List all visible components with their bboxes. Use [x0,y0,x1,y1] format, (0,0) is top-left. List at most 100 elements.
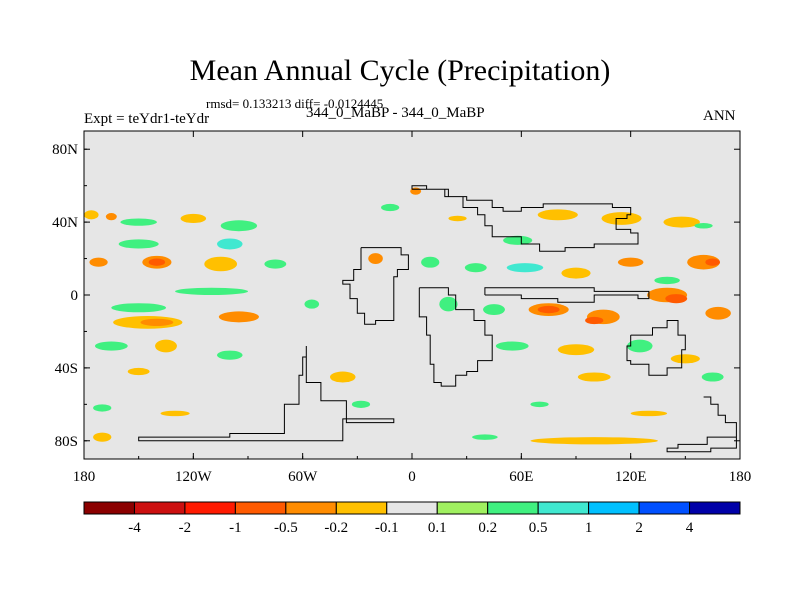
coastline [484,287,650,303]
colorbar-swatch [689,501,741,515]
anomaly-patch [180,213,207,224]
anomaly-patch [217,238,243,250]
anomaly-patch [89,257,108,267]
x-tick-label: 180 [729,469,752,485]
colorbar-swatch [588,501,640,515]
season-label: ANN [703,108,736,124]
anomaly-patch [472,434,498,440]
colorbar-label: 0.5 [529,520,548,536]
anomaly-patch [368,253,383,265]
anomaly-patch [577,372,611,382]
coastline [138,346,395,442]
colorbar-swatch [184,501,236,515]
colorbar-label: 0.1 [428,520,447,536]
colorbar-label: -2 [179,520,192,536]
coastline [342,247,409,325]
anomaly-patch [561,267,591,279]
colorbar-label: 1 [585,520,593,536]
anomaly-patch [118,239,159,249]
colorbar-label: -1 [229,520,242,536]
anomaly-patch [204,256,238,272]
anomaly-patch [448,215,467,222]
colorbar-swatch [335,501,388,515]
anomaly-patch [503,235,533,245]
colorbar-swatch [133,501,186,515]
x-tick-label: 180 [73,469,96,485]
anomaly-patch [330,371,356,383]
anomaly-patch [93,432,112,442]
anomaly-patch [220,220,258,232]
coastline [418,287,493,387]
colorbar-label: -0.1 [375,520,399,536]
anomaly-patch [105,213,117,221]
anomaly-patch [585,316,604,325]
x-tick-label: 60W [288,469,318,485]
anomaly-patch [160,410,190,417]
anomaly-patch [694,223,713,229]
colorbar-swatch [436,501,489,515]
map-background [84,131,740,459]
anomaly-patch [93,404,112,412]
anomaly-patch [705,258,720,266]
anomaly-patch [670,354,700,364]
anomaly-patch [264,259,287,269]
anomaly-patch [218,311,259,323]
chart-title: Mean Annual Cycle (Precipitation) [189,54,611,87]
colorbar-swatch [638,501,691,515]
x-tick-label: 60E [509,469,533,485]
anomaly-patch [537,209,578,221]
anomaly-patch [665,294,688,304]
axis-ticks: 180 120W 60W 0 60E 120E 180 80N 40N 0 40S 80S [52,131,751,485]
y-tick-label: 40N [52,215,78,231]
anomaly-patch [155,339,177,353]
anomaly-patch [351,400,371,408]
colorbar-swatch [285,501,337,515]
anomaly-patch [705,306,731,320]
x-tick-label: 120E [615,469,647,485]
colorbar-label: -4 [128,520,141,536]
rmsd-diff-stats: rmsd= 0.133213 diff= -0.0124445 [206,96,384,111]
anomaly-patch [84,210,99,220]
anomaly-patch [464,263,487,273]
anomaly-patch [495,341,529,351]
colorbar-swatch [487,501,539,515]
colorbar-label: -0.2 [324,520,348,536]
colorbar-label: 4 [686,520,694,536]
colorbar-swatch [83,501,135,515]
coastlines [138,185,737,453]
map-plot-area: 180 120W 60W 0 60E 120E 180 80N 40N 0 40S 80S [52,130,751,485]
anomaly-patch [530,437,658,445]
coastline [626,320,686,376]
y-tick-label: 80S [55,434,78,450]
anomaly-patch [94,341,128,351]
y-tick-label: 40S [55,361,78,377]
anomaly-patch [530,401,549,408]
coastline [666,396,737,453]
anomaly-patch [381,203,400,212]
anomaly-patch [148,258,166,266]
anomaly-patch [557,344,595,356]
anomaly-patch [304,299,320,309]
anomaly-patch [537,305,560,314]
experiment-label: Expt = teYdr1-teYdr [84,111,210,127]
anomaly-patch [663,216,700,228]
anomaly-patch [175,287,248,295]
anomaly-patch [217,350,243,360]
coastline [411,185,639,252]
anomaly-patch [627,339,653,353]
colorbar: -4 -2 -1 -0.5 -0.2 -0.1 0.1 0.2 0.5 1 2 4 [83,501,741,536]
colorbar-label: -0.5 [274,520,298,536]
x-tick-label: 0 [408,469,416,485]
anomaly-patch [701,372,724,382]
colorbar-swatch [537,501,590,515]
period-subtitle: 344_0_MaBP - 344_0_MaBP [306,105,485,121]
y-tick-label: 0 [71,288,79,304]
anomaly-patch [111,303,166,313]
anomaly-patch [120,218,157,226]
anomaly-patch [439,296,458,312]
anomaly-patch [630,410,668,417]
anomaly-patch [617,257,644,267]
anomaly-patch [506,263,544,273]
y-tick-label: 80N [52,142,78,158]
